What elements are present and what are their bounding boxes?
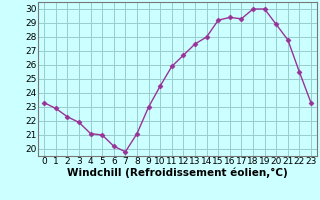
X-axis label: Windchill (Refroidissement éolien,°C): Windchill (Refroidissement éolien,°C) <box>67 168 288 178</box>
